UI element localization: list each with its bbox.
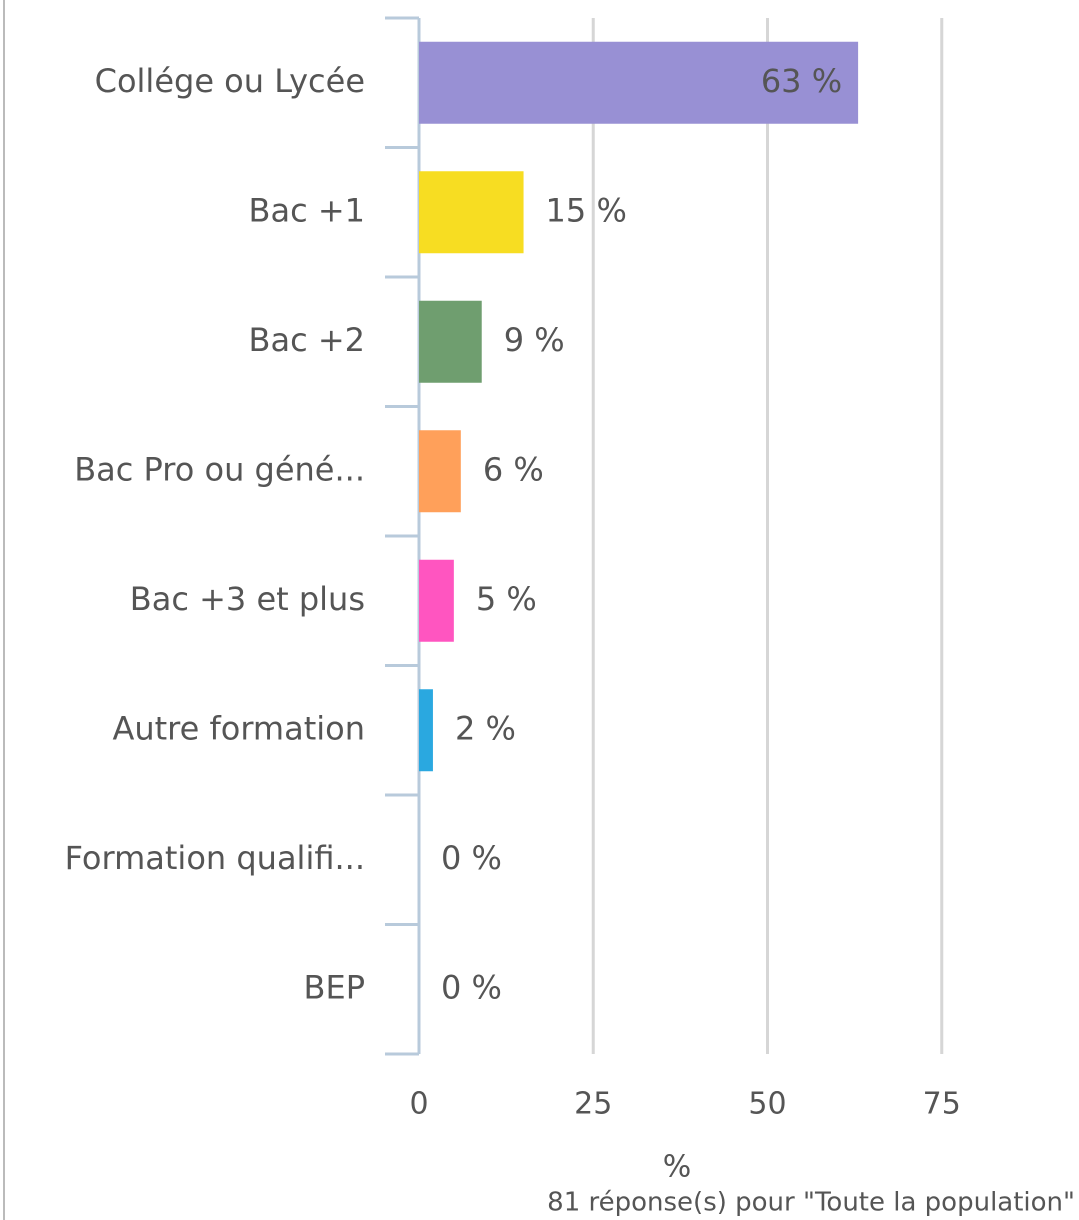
x-axis-label: % [663,1150,692,1185]
value-label: 5 % [476,580,537,618]
y-tick-label: Formation qualifi... [65,839,365,877]
x-tick-label: 25 [574,1087,612,1122]
bar [419,689,433,772]
y-tick-label: Bac +3 et plus [130,580,365,618]
y-tick-label: Bac +1 [249,191,366,229]
value-label: 15 % [546,191,627,229]
value-label: 0 % [441,968,502,1006]
bar [419,171,524,254]
value-label: 9 % [504,321,565,359]
value-label: 6 % [483,450,544,488]
x-tick-label: 0 [409,1087,428,1122]
value-label: 0 % [441,839,502,877]
footnote: 81 réponse(s) pour "Toute la population" [547,1188,1075,1218]
bar [419,559,454,642]
value-label: 2 % [455,709,516,747]
y-tick-label: Bac +2 [249,321,366,359]
x-tick-label: 50 [748,1087,786,1122]
y-tick-label: Autre formation [112,709,365,747]
x-tick-label: 75 [923,1087,961,1122]
value-label: 63 % [761,62,842,100]
y-tick-label: BEP [304,968,365,1006]
y-tick-label: Collége ou Lycée [95,62,365,100]
y-tick-label: Bac Pro ou géné... [74,450,365,488]
bar [419,41,859,124]
bar [419,430,461,513]
bar [419,300,482,383]
